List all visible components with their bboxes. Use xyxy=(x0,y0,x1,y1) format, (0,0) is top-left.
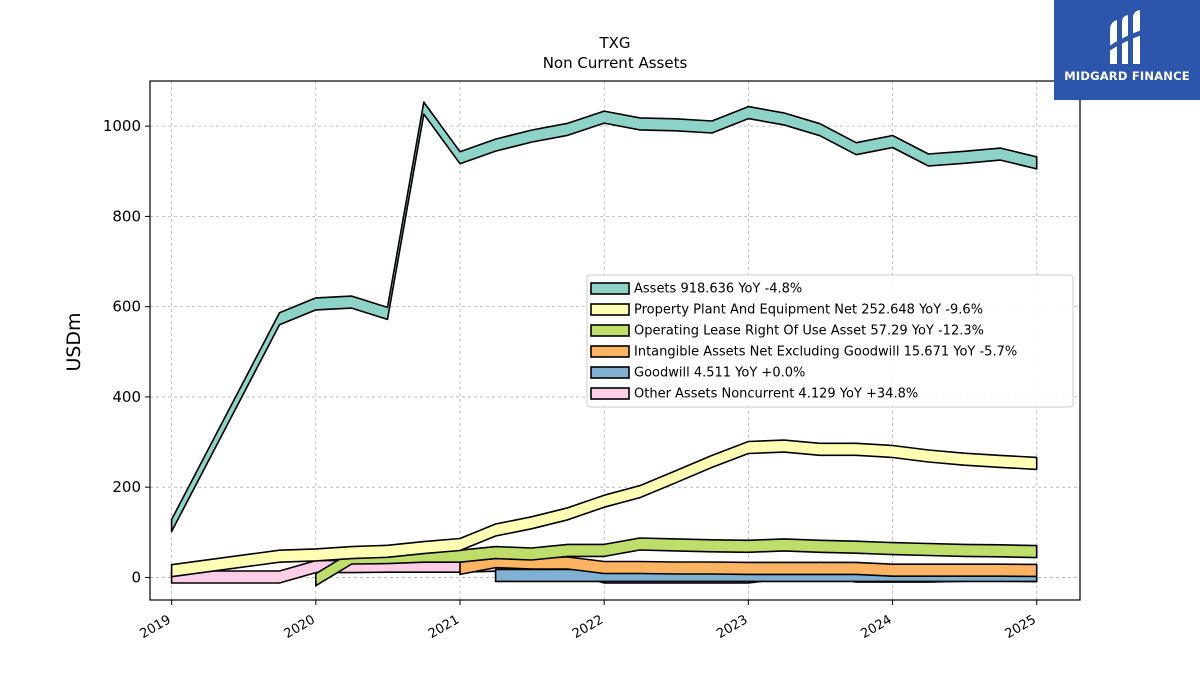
legend-box xyxy=(586,274,1074,408)
midgard-logo-icon xyxy=(1106,10,1148,64)
series-property-plant-and-equipment-net xyxy=(170,439,1038,578)
legend-entry: Intangible Assets Net Excluding Goodwill… xyxy=(634,345,1017,360)
logo-text: MIDGARD FINANCE xyxy=(1064,69,1190,83)
legend: Assets 918.636 YoY -4.8% Property Plant A… xyxy=(586,274,1074,408)
x-tick-label: 2022 xyxy=(570,612,606,642)
chart-title: TXG xyxy=(598,34,630,52)
legend-swatch xyxy=(590,324,630,337)
legend-entry: Goodwill 4.511 YoY +0.0% xyxy=(634,366,805,381)
legend-swatch xyxy=(590,303,630,316)
legend-swatch xyxy=(590,387,630,400)
x-tick-label: 2019 xyxy=(137,612,173,642)
series-intangible-assets-net-excluding-goodwill xyxy=(459,554,1038,578)
legend-entry: Property Plant And Equipment Net 252.648… xyxy=(634,303,983,318)
series-operating-lease-right-of-use-asset xyxy=(314,537,1038,587)
x-tick-label: 2024 xyxy=(858,612,894,642)
legend-entry: Assets 918.636 YoY -4.8% xyxy=(634,282,802,297)
y-tick-label: 0 xyxy=(131,568,141,586)
y-tick-label: 200 xyxy=(112,478,141,496)
legend-swatch xyxy=(590,366,630,379)
y-axis-label: USDm xyxy=(63,312,85,371)
plot-frame xyxy=(149,80,1081,601)
legend-entry: Operating Lease Right Of Use Asset 57.29… xyxy=(634,324,984,339)
x-tick-label: 2021 xyxy=(426,612,462,642)
series-layer xyxy=(170,101,1038,587)
y-tick-label: 1000 xyxy=(103,117,141,135)
x-tick-label: 2020 xyxy=(282,612,318,642)
x-tick-label: 2023 xyxy=(714,612,750,642)
x-tick-label: 2025 xyxy=(1003,612,1039,642)
legend-swatch xyxy=(590,282,630,295)
legend-entry: Other Assets Noncurrent 4.129 YoY +34.8% xyxy=(634,387,918,402)
y-tick-label: 800 xyxy=(112,207,141,225)
chart-subtitle: Non Current Assets xyxy=(543,54,688,72)
midgard-finance-logo: MIDGARD FINANCE xyxy=(1054,0,1200,100)
y-tick-label: 400 xyxy=(112,388,141,406)
y-tick-label: 600 xyxy=(112,298,141,316)
series-assets xyxy=(170,101,1038,533)
legend-swatch xyxy=(590,345,630,358)
